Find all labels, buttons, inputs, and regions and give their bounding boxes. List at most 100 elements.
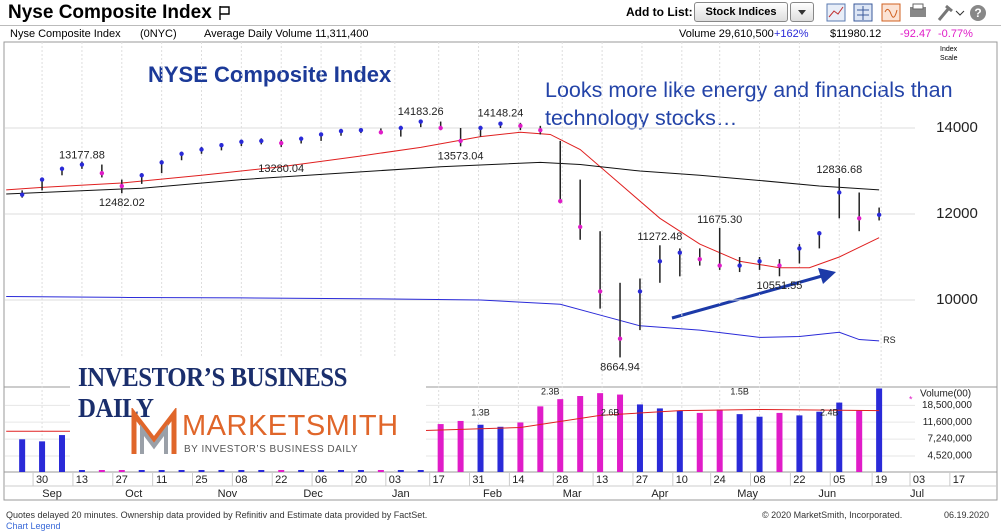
- price-close: [617, 336, 623, 341]
- x-tick-label: 27: [636, 474, 648, 486]
- line-series: [6, 296, 880, 342]
- volume-bar: [736, 414, 743, 472]
- volume-bar: [577, 396, 584, 472]
- month-label: May: [737, 488, 758, 500]
- volume-bar: [597, 393, 604, 472]
- volume-bar: [477, 424, 484, 472]
- price-close: [637, 289, 643, 294]
- month-label: Oct: [125, 488, 142, 500]
- price-close: [19, 192, 25, 197]
- x-tick-label: 31: [472, 474, 484, 486]
- price-close: [79, 162, 85, 167]
- list-select[interactable]: Stock Indices: [694, 2, 788, 22]
- volume-bar: [836, 402, 843, 472]
- price-close: [438, 125, 443, 131]
- x-tick-label: 20: [355, 474, 367, 486]
- month-label: Nov: [218, 488, 238, 500]
- x-tick-label: 03: [913, 474, 925, 486]
- price-close: [498, 121, 503, 126]
- volume-bar: [517, 422, 524, 472]
- list-dropdown[interactable]: [790, 2, 814, 22]
- line-series: [6, 161, 880, 195]
- volume-tick-label: 4,520,000: [928, 451, 973, 462]
- price-close: [737, 263, 742, 268]
- price-close: [697, 256, 702, 262]
- volume-bar: [537, 406, 544, 472]
- volume-bar: [656, 408, 663, 472]
- volume-bar: [19, 439, 26, 472]
- footer-date: 06.19.2020: [944, 510, 990, 520]
- volume-label: 1.5B: [730, 386, 749, 396]
- price-close: [577, 224, 583, 230]
- month-label: Jul: [910, 488, 924, 500]
- x-tick-label: 10: [676, 474, 688, 486]
- price-close: [817, 231, 822, 236]
- volume-bar: [636, 404, 643, 472]
- price-close: [657, 259, 663, 264]
- month-label: Feb: [483, 488, 502, 500]
- price-close: [179, 151, 184, 156]
- x-tick-label: 05: [833, 474, 845, 486]
- price-close: [458, 138, 463, 144]
- price-close: [318, 132, 324, 137]
- price-close: [298, 136, 304, 141]
- price-close: [518, 123, 523, 129]
- x-tick-label: 22: [275, 474, 287, 486]
- copyright: © 2020 MarketSmith, Incorporated.: [762, 510, 903, 520]
- price-close: [478, 125, 483, 131]
- volume-bar: [557, 399, 564, 472]
- volume-bar: [796, 415, 803, 472]
- price-close: [856, 216, 862, 221]
- price-close: [39, 177, 45, 182]
- price-close: [139, 173, 144, 178]
- logo-marketsmith: MARKETSMITH: [182, 410, 399, 442]
- info-symbol: (0NYC): [140, 28, 177, 40]
- volume-marker: *: [909, 394, 913, 404]
- x-tick-label: 24: [714, 474, 726, 486]
- price-close: [259, 138, 264, 144]
- y-tick-label: 14000: [936, 119, 978, 136]
- y-tick-label: 10000: [936, 291, 978, 308]
- price-label: 13280.04: [258, 163, 304, 175]
- annotation-box: Looks more like energy and financials th…: [545, 78, 953, 130]
- volume-bar: [816, 411, 823, 472]
- y-tick-label: 12000: [936, 205, 978, 222]
- price-label: 11675.30: [697, 214, 742, 226]
- volume-tick-label: 11,600,000: [923, 417, 973, 428]
- x-tick-label: 06: [315, 474, 327, 486]
- logo: INVESTOR’S BUSINESS DAILY MARKETSMITH BY…: [70, 356, 426, 470]
- price-label: 14183.26: [398, 106, 444, 118]
- price-close: [558, 198, 563, 204]
- x-tick-label: 19: [875, 474, 887, 486]
- chart-frame: [3, 41, 998, 501]
- price-close: [239, 139, 244, 144]
- price-close: [777, 263, 782, 268]
- annotation: Looks more like energy and financials th…: [545, 78, 953, 130]
- volume-bar: [856, 410, 863, 472]
- flag-icon[interactable]: [218, 5, 232, 21]
- x-tick-label: 17: [433, 474, 445, 486]
- price-close: [99, 170, 105, 176]
- x-tick-label: 11: [156, 474, 167, 486]
- header: Nyse Composite Index Add to List: Stock …: [0, 0, 1001, 26]
- price-close: [219, 143, 224, 148]
- price-label: 14148.24: [478, 108, 524, 120]
- volume-bar: [58, 435, 65, 472]
- volume-bar: [676, 410, 683, 472]
- info-name: Nyse Composite Index: [10, 28, 121, 40]
- volume-bar: [437, 424, 444, 472]
- trend-arrow: [671, 268, 836, 320]
- line-label: RS: [883, 335, 896, 345]
- volume-bar: [39, 441, 46, 472]
- price-close: [279, 140, 284, 146]
- toolbar-icons[interactable]: ?: [826, 2, 996, 24]
- price-close: [159, 160, 164, 165]
- disclaimer: Quotes delayed 20 minutes. Ownership dat…: [6, 510, 428, 520]
- quote-change-pct: -0.77%: [938, 28, 973, 40]
- price-close: [358, 127, 364, 133]
- month-label: Sep: [42, 488, 62, 500]
- scale-label: Index Scale: [940, 46, 958, 62]
- legend-link[interactable]: Chart Legend: [6, 521, 61, 531]
- price-close: [199, 147, 204, 152]
- price-close: [338, 128, 344, 134]
